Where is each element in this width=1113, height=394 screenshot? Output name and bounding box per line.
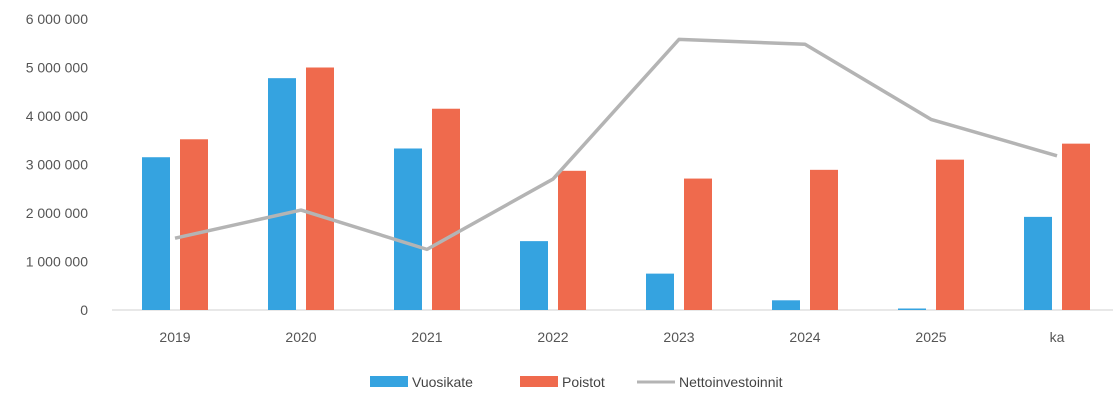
y-tick-label: 4 000 000 — [26, 108, 88, 124]
bar-vuosikate-2019 — [142, 157, 170, 310]
bar-poistot-2020 — [306, 67, 334, 310]
legend: Vuosikate Poistot Nettoinvestoinnit — [370, 374, 783, 390]
bar-vuosikate-2023 — [646, 273, 674, 310]
x-tick-label: 2022 — [537, 329, 568, 345]
bar-vuosikate-2021 — [394, 148, 422, 310]
bar-poistot-2019 — [180, 139, 208, 310]
x-tick-label: 2019 — [159, 329, 190, 345]
y-tick-label: 6 000 000 — [26, 11, 88, 27]
bar-vuosikate-2020 — [268, 78, 296, 310]
legend-swatch-vuosikate — [370, 376, 408, 387]
line-nettoinvestoinnit — [174, 37, 1058, 252]
line-series — [174, 37, 1058, 252]
x-tick-label: 2020 — [285, 329, 316, 345]
bar-vuosikate-2025 — [898, 308, 926, 310]
x-tick-label: 2021 — [411, 329, 442, 345]
legend-label-nettoinvestoinnit: Nettoinvestoinnit — [679, 374, 783, 390]
bars — [142, 67, 1090, 310]
legend-swatch-poistot — [520, 376, 558, 387]
y-tick-label: 5 000 000 — [26, 60, 88, 76]
x-axis: 2019 2020 2021 2022 2023 2024 2025 ka — [159, 329, 1064, 345]
bar-vuosikate-ka — [1024, 216, 1052, 310]
x-tick-label: 2023 — [663, 329, 694, 345]
bar-poistot-2024 — [810, 169, 838, 310]
y-tick-label: 0 — [80, 302, 88, 318]
bar-poistot-2022 — [558, 170, 586, 310]
y-tick-label: 3 000 000 — [26, 157, 88, 173]
y-tick-label: 1 000 000 — [26, 254, 88, 270]
bar-poistot-2025 — [936, 159, 964, 310]
x-tick-label: 2025 — [915, 329, 946, 345]
legend-label-poistot: Poistot — [562, 374, 605, 390]
y-axis: 6 000 000 5 000 000 4 000 000 3 000 000 2 00… — [26, 11, 89, 318]
x-tick-label: 2024 — [789, 329, 820, 345]
bar-vuosikate-2022 — [520, 241, 548, 310]
bar-poistot-2021 — [432, 108, 460, 310]
x-tick-label: ka — [1050, 329, 1065, 345]
bar-poistot-2023 — [684, 178, 712, 310]
y-tick-label: 2 000 000 — [26, 205, 88, 221]
legend-label-vuosikate: Vuosikate — [412, 374, 473, 390]
bar-vuosikate-2024 — [772, 300, 800, 310]
bar-poistot-ka — [1062, 143, 1090, 310]
